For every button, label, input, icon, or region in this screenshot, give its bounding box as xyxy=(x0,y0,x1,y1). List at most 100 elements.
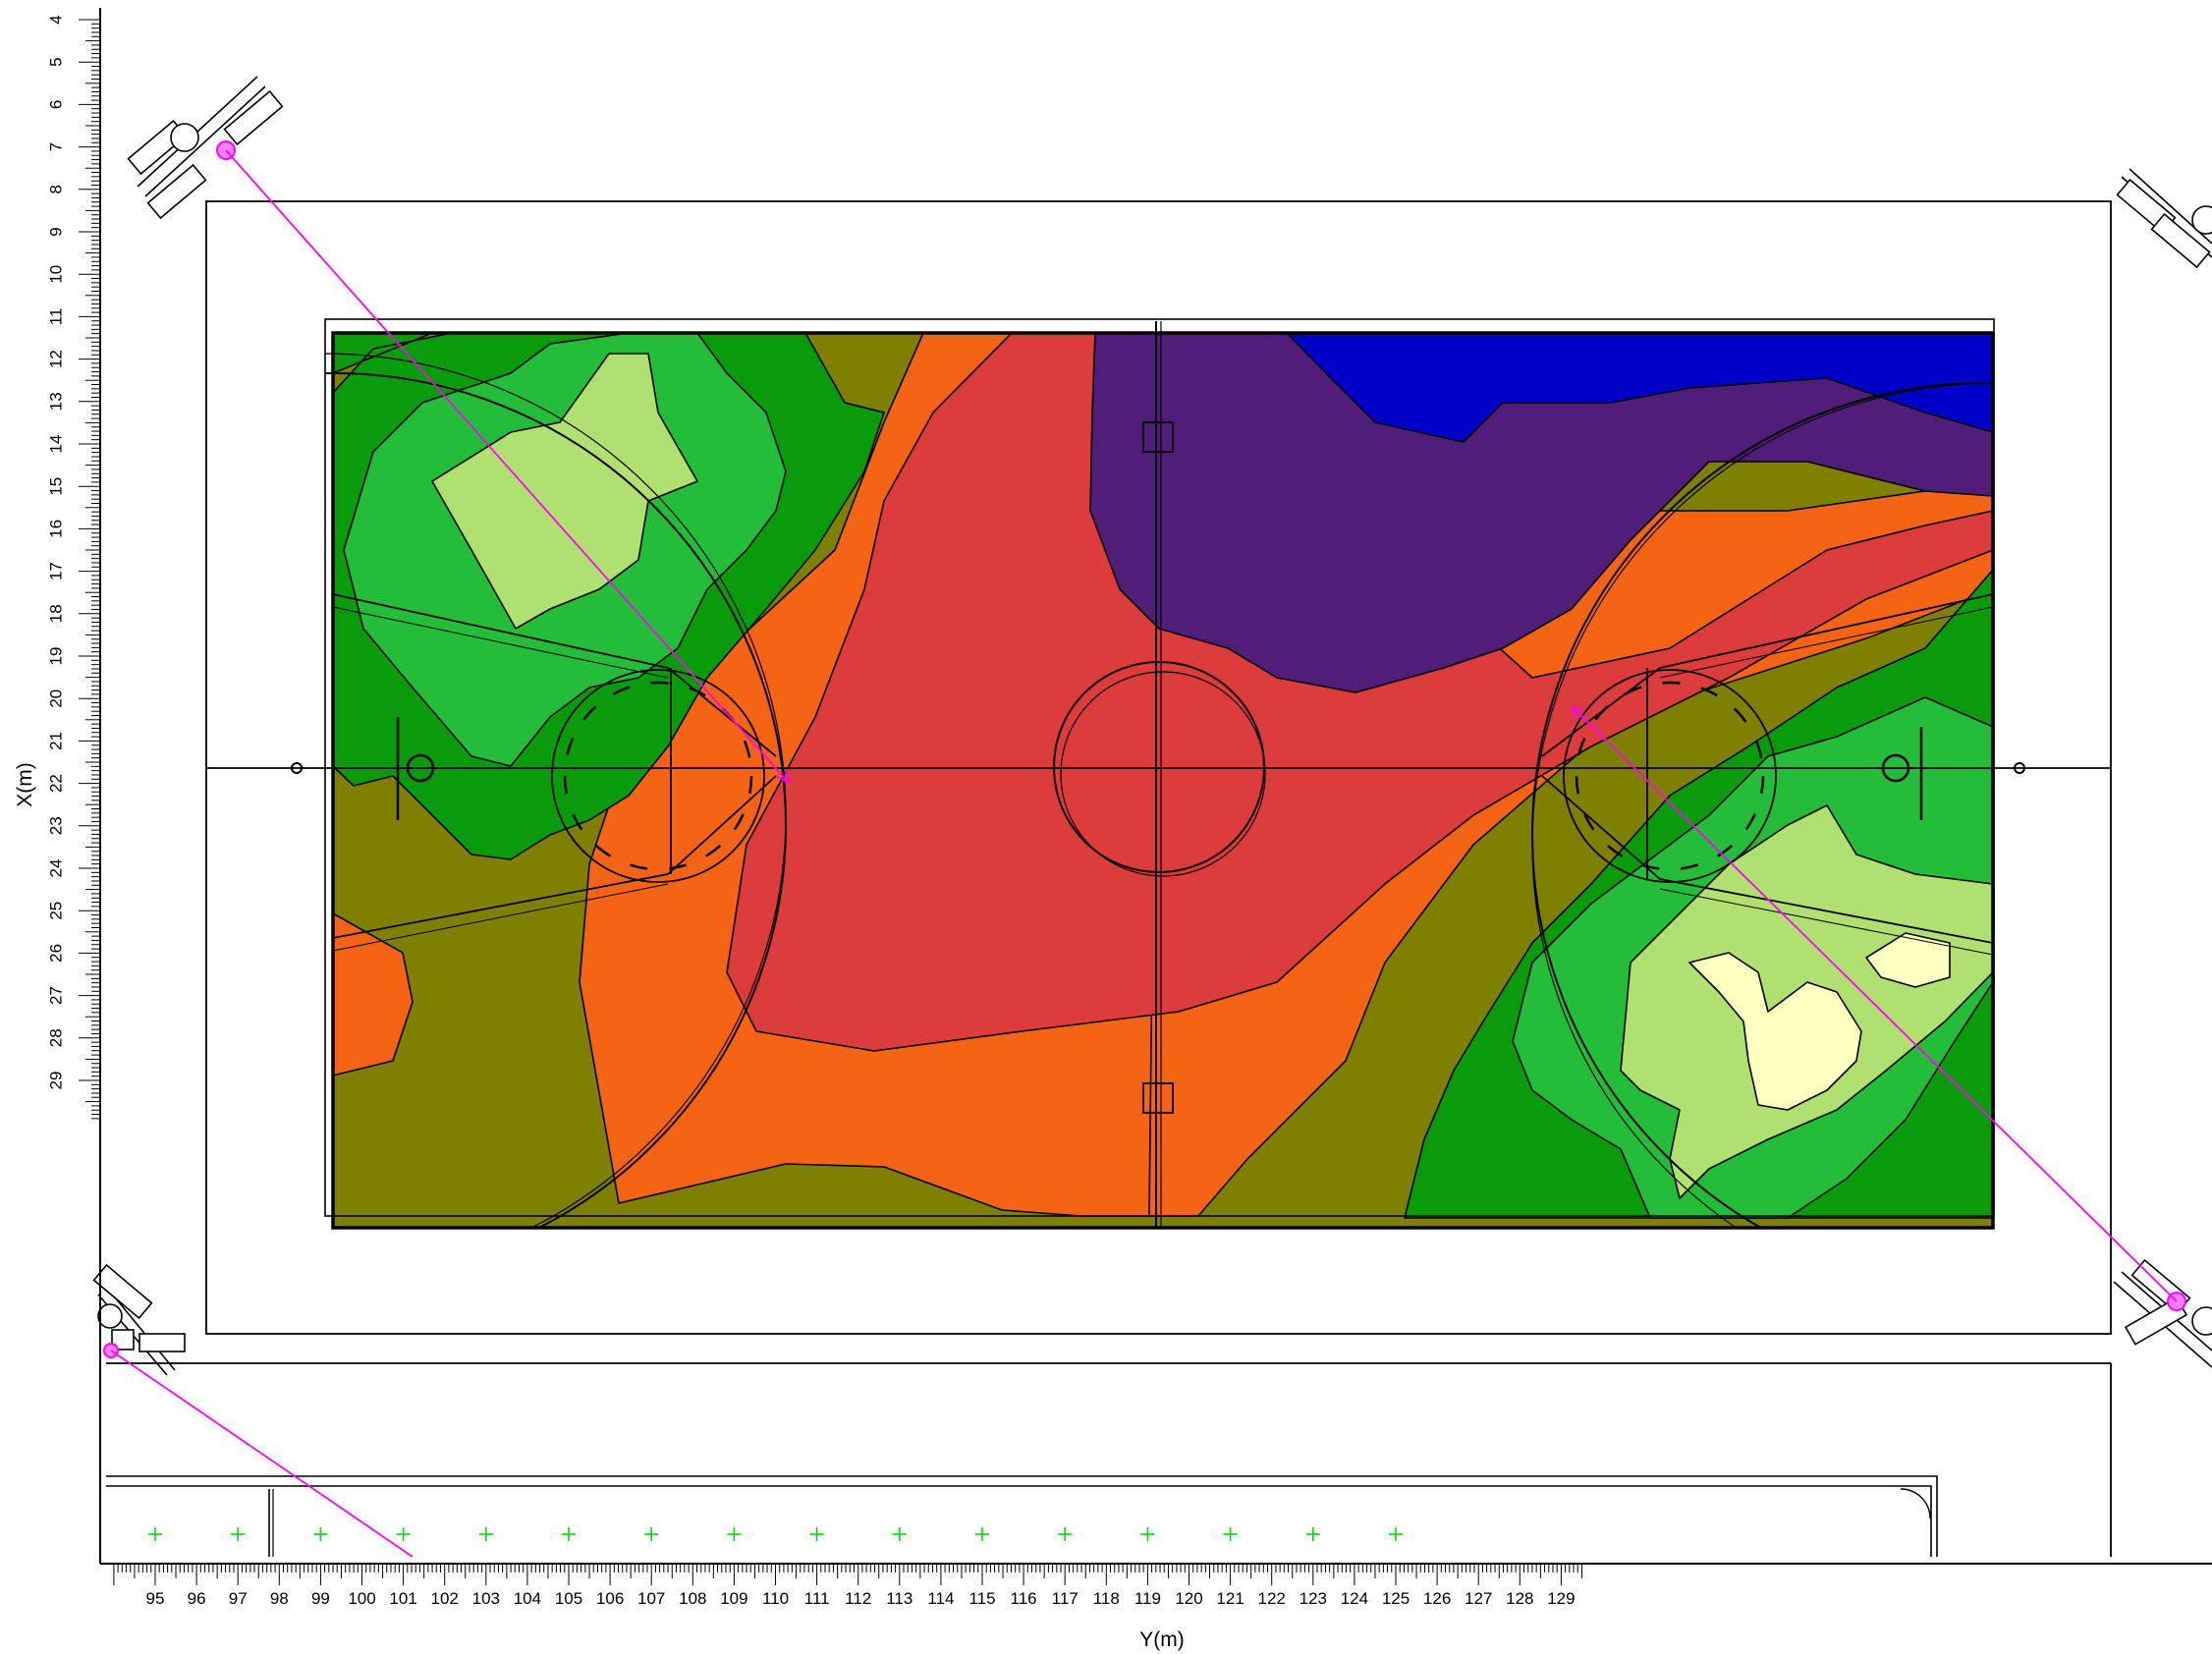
x-tick-label: 118 xyxy=(1093,1589,1120,1608)
x-tick-label: 108 xyxy=(679,1589,706,1608)
x-tick-label: 101 xyxy=(389,1589,416,1608)
axes: 4567891011121314151617181920212223242526… xyxy=(14,8,2212,1651)
y-axis-title: X(m) xyxy=(14,762,36,807)
grid-marker xyxy=(727,1527,742,1541)
light-pole-bottom-left xyxy=(92,1263,186,1376)
light-poles xyxy=(92,76,2212,1376)
x-tick-label: 97 xyxy=(229,1589,248,1608)
x-tick-label: 129 xyxy=(1547,1589,1575,1608)
y-tick-label: 18 xyxy=(46,604,65,623)
y-tick-label: 14 xyxy=(46,435,65,454)
x-tick-label: 111 xyxy=(804,1589,830,1608)
arc-left-large-2 xyxy=(325,353,787,1228)
grid-marker xyxy=(231,1527,246,1541)
y-tick-label: 5 xyxy=(46,57,65,66)
key-circle-right-dash xyxy=(1575,681,1765,871)
arc-right-large-2 xyxy=(1531,382,1994,1228)
x-tick-label: 116 xyxy=(1011,1589,1037,1608)
grid-marker xyxy=(1140,1527,1155,1541)
grid-marker xyxy=(1389,1527,1403,1541)
grid-marker xyxy=(1058,1527,1073,1541)
lane-left-lower xyxy=(332,775,777,939)
x-tick-label: 110 xyxy=(762,1589,789,1608)
key-circle-left-dash xyxy=(563,681,753,871)
lane-right-lower-2 xyxy=(1659,888,1994,956)
x-axis-title: Y(m) xyxy=(1139,1628,1185,1651)
grid-marker xyxy=(1223,1527,1238,1541)
x-tick-label: 104 xyxy=(514,1589,541,1608)
light-pole-top-left xyxy=(127,76,284,220)
x-tick-label: 109 xyxy=(720,1589,747,1608)
x-tick-label: 103 xyxy=(472,1589,500,1608)
y-tick-label: 12 xyxy=(46,350,65,368)
x-tick-label: 114 xyxy=(927,1589,954,1608)
x-tick-label: 121 xyxy=(1216,1589,1244,1608)
y-tick-label: 9 xyxy=(46,227,65,236)
grid-marker xyxy=(313,1527,328,1541)
x-tick-label: 119 xyxy=(1134,1589,1161,1608)
grid-marker xyxy=(148,1527,162,1541)
grid-marker xyxy=(975,1527,989,1541)
x-tick-label: 99 xyxy=(311,1589,330,1608)
post-end-right xyxy=(2014,762,2025,774)
y-tick-label: 24 xyxy=(46,859,65,878)
x-tick-label: 123 xyxy=(1300,1589,1327,1608)
light-pole-top-right xyxy=(2116,168,2212,269)
y-axis-ticks: 4 5 6 7 8 9 10 11 12 13 14 15 16 17 18 19 20 21 22 23 24 25 26… xyxy=(46,15,100,1120)
x-tick-label: 100 xyxy=(348,1589,375,1608)
contour-level-8-west xyxy=(431,353,698,630)
calculation-grid-markers xyxy=(148,1527,1403,1541)
grid-marker xyxy=(644,1527,659,1541)
x-tick-label: 102 xyxy=(431,1589,459,1608)
aiming-line-top-left xyxy=(225,149,790,784)
door-swing xyxy=(1900,1488,1931,1519)
contour-level-9-east-b xyxy=(1865,932,1951,988)
y-tick-label: 25 xyxy=(46,902,65,920)
aiming-line-bottom-left xyxy=(110,1350,414,1558)
net-post-bottom xyxy=(1142,1082,1174,1114)
key-circle-left xyxy=(551,669,765,883)
center-circle-shadow xyxy=(1060,671,1266,877)
grid-marker xyxy=(1305,1527,1320,1541)
field-outlines xyxy=(106,200,2112,1557)
x-tick-label: 106 xyxy=(596,1589,624,1608)
grid-marker xyxy=(478,1527,493,1541)
playing-field-inner xyxy=(331,331,1995,1230)
key-circle-right xyxy=(1563,669,1777,883)
y-tick-label: 17 xyxy=(46,562,65,580)
x-tick-label: 113 xyxy=(886,1589,912,1608)
bottom-structure xyxy=(106,1475,1938,1557)
x-tick-label: 127 xyxy=(1465,1589,1492,1608)
x-tick-label: 126 xyxy=(1423,1589,1451,1608)
x-tick-label: 120 xyxy=(1175,1589,1202,1608)
y-tick-label: 23 xyxy=(46,816,65,835)
grid-marker xyxy=(396,1527,411,1541)
y-tick-label: 26 xyxy=(46,944,65,963)
x-tick-label: 128 xyxy=(1506,1589,1533,1608)
y-tick-label: 8 xyxy=(46,185,65,193)
lane-right-upper xyxy=(1541,593,1994,757)
x-axis-ticks: 95 96 97 98 99 100 101 102 103 104 105 106 107 108 109… xyxy=(113,1564,1582,1608)
y-tick-label: 13 xyxy=(46,392,65,411)
y-tick-label: 15 xyxy=(46,477,65,496)
contour-level-2 xyxy=(1089,332,1994,693)
post-end-left xyxy=(291,762,303,774)
lane-left-upper-2 xyxy=(332,606,669,679)
x-tick-label: 115 xyxy=(968,1589,995,1608)
contour-level-9-east-a xyxy=(1688,952,1862,1111)
y-tick-label: 20 xyxy=(46,689,65,708)
y-tick-label: 28 xyxy=(46,1028,65,1047)
x-tick-label: 98 xyxy=(270,1589,289,1608)
y-tick-label: 4 xyxy=(46,15,65,24)
grid-marker xyxy=(892,1527,907,1541)
aiming-lines xyxy=(110,149,2178,1558)
illuminance-contours xyxy=(332,332,1994,1229)
x-tick-label: 112 xyxy=(845,1589,871,1608)
y-tick-label: 7 xyxy=(46,142,65,151)
y-tick-label: 22 xyxy=(46,774,65,793)
light-pole-bottom-right xyxy=(2113,1258,2212,1368)
x-tick-label: 117 xyxy=(1052,1589,1078,1608)
lane-right-upper-2 xyxy=(1659,606,1994,679)
hoop-left xyxy=(406,753,435,783)
hoop-right xyxy=(1881,753,1910,783)
